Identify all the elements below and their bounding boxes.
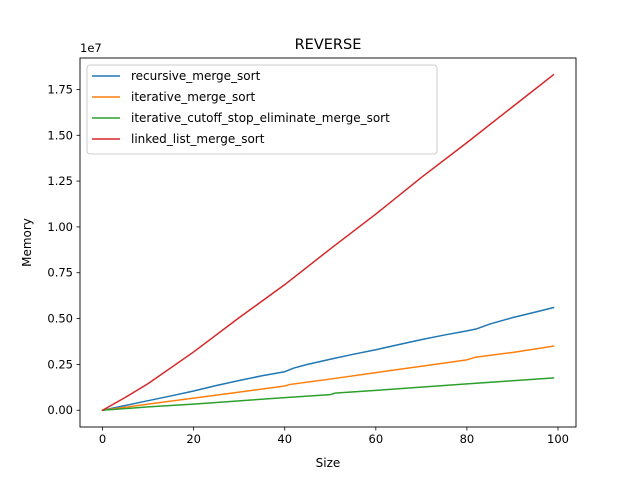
y-tick-label: 0.75: [47, 266, 73, 280]
x-tick-label: 100: [547, 432, 569, 446]
y-tick-label: 0.25: [47, 357, 73, 371]
series-layer: [101, 73, 555, 412]
x-axis-ticks: 0 20 40 60 80 100: [99, 427, 569, 446]
legend: recursive_merge_sort iterative_merge_sort…: [86, 64, 438, 155]
series-line-recursive-merge-sort: [101, 306, 555, 412]
x-tick-label: 80: [460, 432, 475, 446]
y-tick-label: 1.50: [47, 128, 73, 142]
y-axis-label: Memory: [20, 218, 34, 267]
x-axis-label: Size: [316, 456, 341, 470]
y-tick-label: 1.25: [47, 174, 73, 188]
axes-frame: [79, 57, 577, 428]
legend-label: linked_list_merge_sort: [131, 132, 265, 146]
legend-box: [86, 64, 438, 155]
series-line-linked-list-merge-sort: [101, 73, 555, 412]
series-line-iterative-cutoff-stop-eliminate-merge-sort: [101, 377, 555, 412]
y-axis-ticks: 0.00 0.25 0.50 0.75 1.00 1.25 1.50 1.75: [47, 82, 80, 417]
legend-label: recursive_merge_sort: [131, 69, 261, 83]
x-tick-label: 20: [186, 432, 201, 446]
y-axis-offset-label: 1e7: [80, 41, 102, 55]
x-tick-label: 0: [99, 432, 106, 446]
legend-label: iterative_merge_sort: [131, 90, 256, 104]
x-tick-label: 60: [369, 432, 384, 446]
x-tick-label: 40: [277, 432, 292, 446]
y-tick-label: 0.50: [47, 312, 73, 326]
series-line-iterative-merge-sort: [101, 345, 555, 412]
chart-title: REVERSE: [295, 37, 362, 53]
y-tick-label: 1.00: [47, 220, 73, 234]
y-tick-label: 1.75: [47, 82, 73, 96]
legend-label: iterative_cutoff_stop_eliminate_merge_so…: [131, 111, 390, 125]
y-tick-label: 0.00: [47, 403, 73, 417]
legend-items: recursive_merge_sort iterative_merge_sort…: [92, 69, 390, 146]
